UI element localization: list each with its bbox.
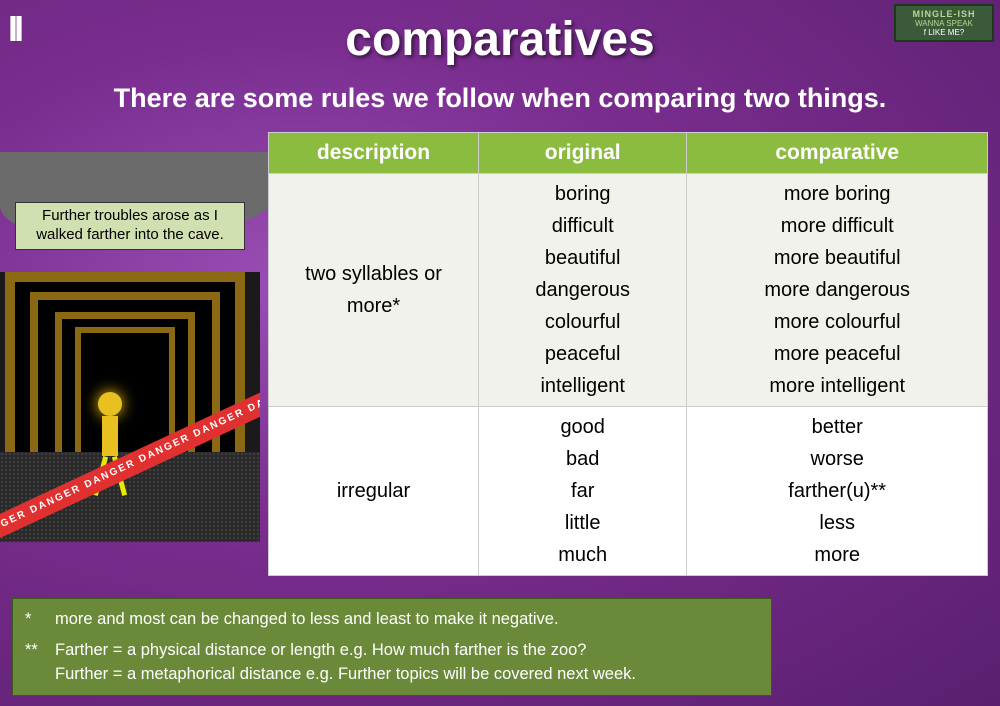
footnote-text: Further = a metaphorical distance e.g. F…	[25, 662, 759, 687]
col-description: description	[269, 133, 479, 174]
table-header-row: description original comparative	[269, 133, 988, 174]
cell-original: goodbadfarlittlemuch	[479, 407, 687, 576]
pause-icon: II	[8, 8, 20, 50]
cave-illustration: Further troubles arose as I walked farth…	[0, 182, 265, 502]
cell-original: boringdifficultbeautifuldangerouscolourf…	[479, 174, 687, 407]
footnote-text: more and most can be changed to less and…	[55, 607, 759, 632]
col-original: original	[479, 133, 687, 174]
footnote-text: Farther = a physical distance or length …	[55, 638, 759, 663]
subtitle: There are some rules we follow when comp…	[0, 83, 1000, 114]
comparatives-table: description original comparative two syl…	[268, 132, 988, 576]
col-comparative: comparative	[687, 133, 988, 174]
badge-title: MINGLE-ISH	[899, 9, 989, 19]
badge-like: f LIKE ME?	[899, 28, 989, 37]
footnote-mark: *	[25, 607, 55, 632]
brand-badge: MINGLE-ISH WANNA SPEAK f LIKE ME?	[894, 4, 994, 42]
speech-box: Further troubles arose as I walked farth…	[15, 202, 245, 250]
footnotes: * more and most can be changed to less a…	[12, 598, 772, 696]
footnote-mark: **	[25, 638, 55, 663]
cell-description: two syllables or more*	[269, 174, 479, 407]
cell-comparative: betterworsefarther(u)**lessmore	[687, 407, 988, 576]
table-row: two syllables or more*boringdifficultbea…	[269, 174, 988, 407]
cell-description: irregular	[269, 407, 479, 576]
cell-comparative: more boringmore difficultmore beautifulm…	[687, 174, 988, 407]
cave: DANGER DANGER DANGER DANGER DANGER DANGE…	[0, 272, 260, 542]
table-row: irregulargoodbadfarlittlemuchbetterworse…	[269, 407, 988, 576]
badge-sub: WANNA SPEAK	[899, 19, 989, 28]
page-title: comparatives	[0, 0, 1000, 67]
